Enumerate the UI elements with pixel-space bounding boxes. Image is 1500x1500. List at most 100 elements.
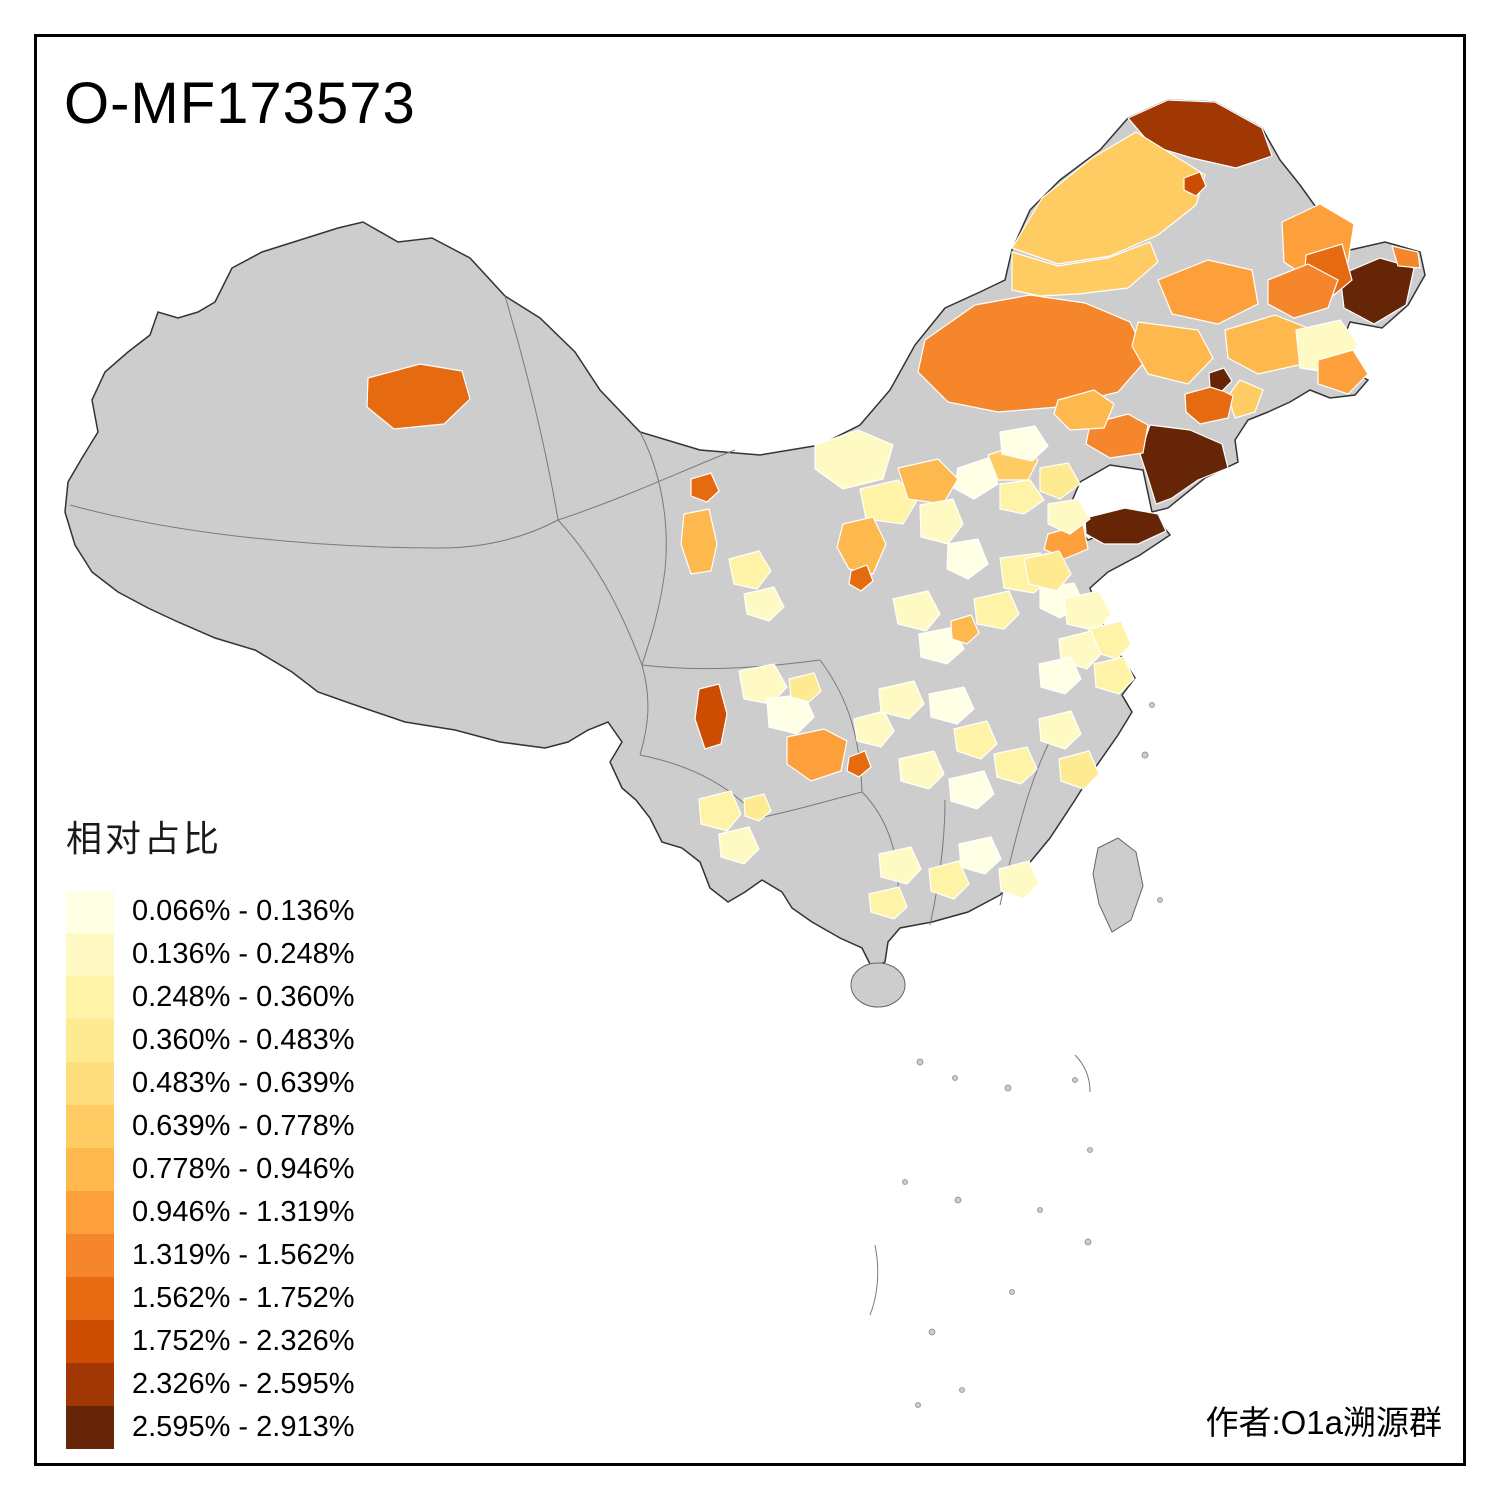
page-title: O-MF173573: [64, 71, 416, 136]
map-region: [958, 836, 1002, 875]
map-region: [728, 550, 772, 590]
legend-label: 2.326% - 2.595%: [132, 1368, 355, 1400]
province-border: [639, 431, 667, 666]
map-region: [993, 746, 1038, 785]
map-region: [738, 663, 788, 705]
map-region: [786, 728, 848, 782]
legend-label: 2.595% - 2.913%: [132, 1411, 355, 1443]
legend-swatch: [66, 1019, 114, 1062]
map-region: [1131, 321, 1214, 385]
legend-label: 0.483% - 0.639%: [132, 1067, 355, 1099]
map-region: [743, 793, 772, 822]
map-region: [878, 680, 925, 720]
map-region: [1063, 590, 1112, 632]
island-speck: [1037, 1207, 1043, 1213]
legend-row: 1.562% - 1.752%: [66, 1277, 354, 1320]
legend-row: 0.946% - 1.319%: [66, 1191, 354, 1234]
legend-row: 1.752% - 2.326%: [66, 1320, 354, 1363]
legend-label: 0.066% - 0.136%: [132, 895, 355, 927]
map-region: [1183, 171, 1207, 197]
island-speck: [959, 1387, 965, 1393]
map-region: [788, 672, 822, 703]
island-arc: [869, 1244, 879, 1316]
map-region: [1208, 367, 1233, 392]
map-region: [1038, 656, 1082, 695]
map-region: [859, 479, 919, 525]
legend: 相对占比 0.066% - 0.136% 0.136% - 0.248% 0.2…: [66, 810, 354, 1449]
island-speck: [1141, 751, 1149, 759]
legend-row: 0.136% - 0.248%: [66, 933, 354, 976]
taiwan-island: [1092, 837, 1144, 933]
legend-row: 0.483% - 0.639%: [66, 1062, 354, 1105]
island-speck: [1009, 1289, 1015, 1295]
map-region: [897, 458, 959, 505]
legend-swatch: [66, 1148, 114, 1191]
legend-swatch: [66, 890, 114, 933]
island-speck: [902, 1179, 908, 1185]
map-region: [1039, 462, 1081, 500]
legend-swatch: [66, 933, 114, 976]
map-region: [1011, 131, 1206, 265]
legend-label: 0.778% - 0.946%: [132, 1153, 355, 1185]
map-region: [1317, 349, 1369, 395]
map-region: [928, 686, 975, 725]
map-region: [1023, 550, 1072, 592]
legend-swatch: [66, 1320, 114, 1363]
legend-swatch: [66, 1277, 114, 1320]
map-region: [743, 586, 785, 622]
island-speck: [928, 1328, 936, 1336]
map-region: [948, 770, 995, 810]
island-speck: [916, 1058, 924, 1066]
island-speck: [954, 1196, 962, 1204]
island-speck: [1157, 897, 1163, 903]
legend-swatch: [66, 1105, 114, 1148]
legend-row: 0.778% - 0.946%: [66, 1148, 354, 1191]
legend-label: 0.248% - 0.360%: [132, 981, 355, 1013]
map-region: [1084, 507, 1167, 545]
hainan-island: [850, 962, 906, 1008]
island-speck: [1087, 1147, 1093, 1153]
map-region: [1391, 245, 1421, 269]
legend-title: 相对占比: [66, 818, 223, 859]
island-speck: [1149, 702, 1155, 708]
map-region: [946, 538, 989, 580]
island-arc: [1074, 1054, 1091, 1093]
map-region: [694, 683, 728, 750]
legend-row: 0.248% - 0.360%: [66, 976, 354, 1019]
island-speck: [952, 1075, 958, 1081]
map-region: [814, 429, 894, 490]
map-region: [1058, 750, 1100, 790]
island-speck: [1072, 1077, 1078, 1083]
map-region: [892, 590, 941, 632]
map-region: [928, 860, 970, 900]
map-region: [998, 860, 1040, 900]
legend-row: 2.595% - 2.913%: [66, 1406, 354, 1449]
map-region: [680, 508, 718, 575]
map-region: [917, 294, 1149, 413]
map-region: [848, 564, 874, 592]
legend-rows: 0.066% - 0.136% 0.136% - 0.248% 0.248% -…: [66, 890, 354, 1449]
map-region: [1339, 257, 1415, 325]
province-border: [504, 295, 559, 521]
map-region: [853, 710, 895, 748]
map-region: [1157, 259, 1259, 325]
legend-swatch: [66, 1234, 114, 1277]
legend-row: 0.066% - 0.136%: [66, 890, 354, 933]
map-region: [690, 472, 720, 503]
map-region: [868, 886, 908, 920]
map-region: [718, 826, 760, 865]
island-speck: [915, 1402, 921, 1408]
legend-label: 1.752% - 2.326%: [132, 1325, 355, 1357]
legend-row: 0.360% - 0.483%: [66, 1019, 354, 1062]
island-speck: [1004, 1084, 1012, 1092]
legend-swatch: [66, 1191, 114, 1234]
legend-swatch: [66, 1406, 114, 1449]
legend-swatch: [66, 976, 114, 1019]
map-region: [1047, 498, 1091, 535]
map-region: [1139, 424, 1229, 505]
island-speck: [1084, 1238, 1092, 1246]
province-border: [641, 659, 821, 670]
province-border: [69, 504, 559, 549]
